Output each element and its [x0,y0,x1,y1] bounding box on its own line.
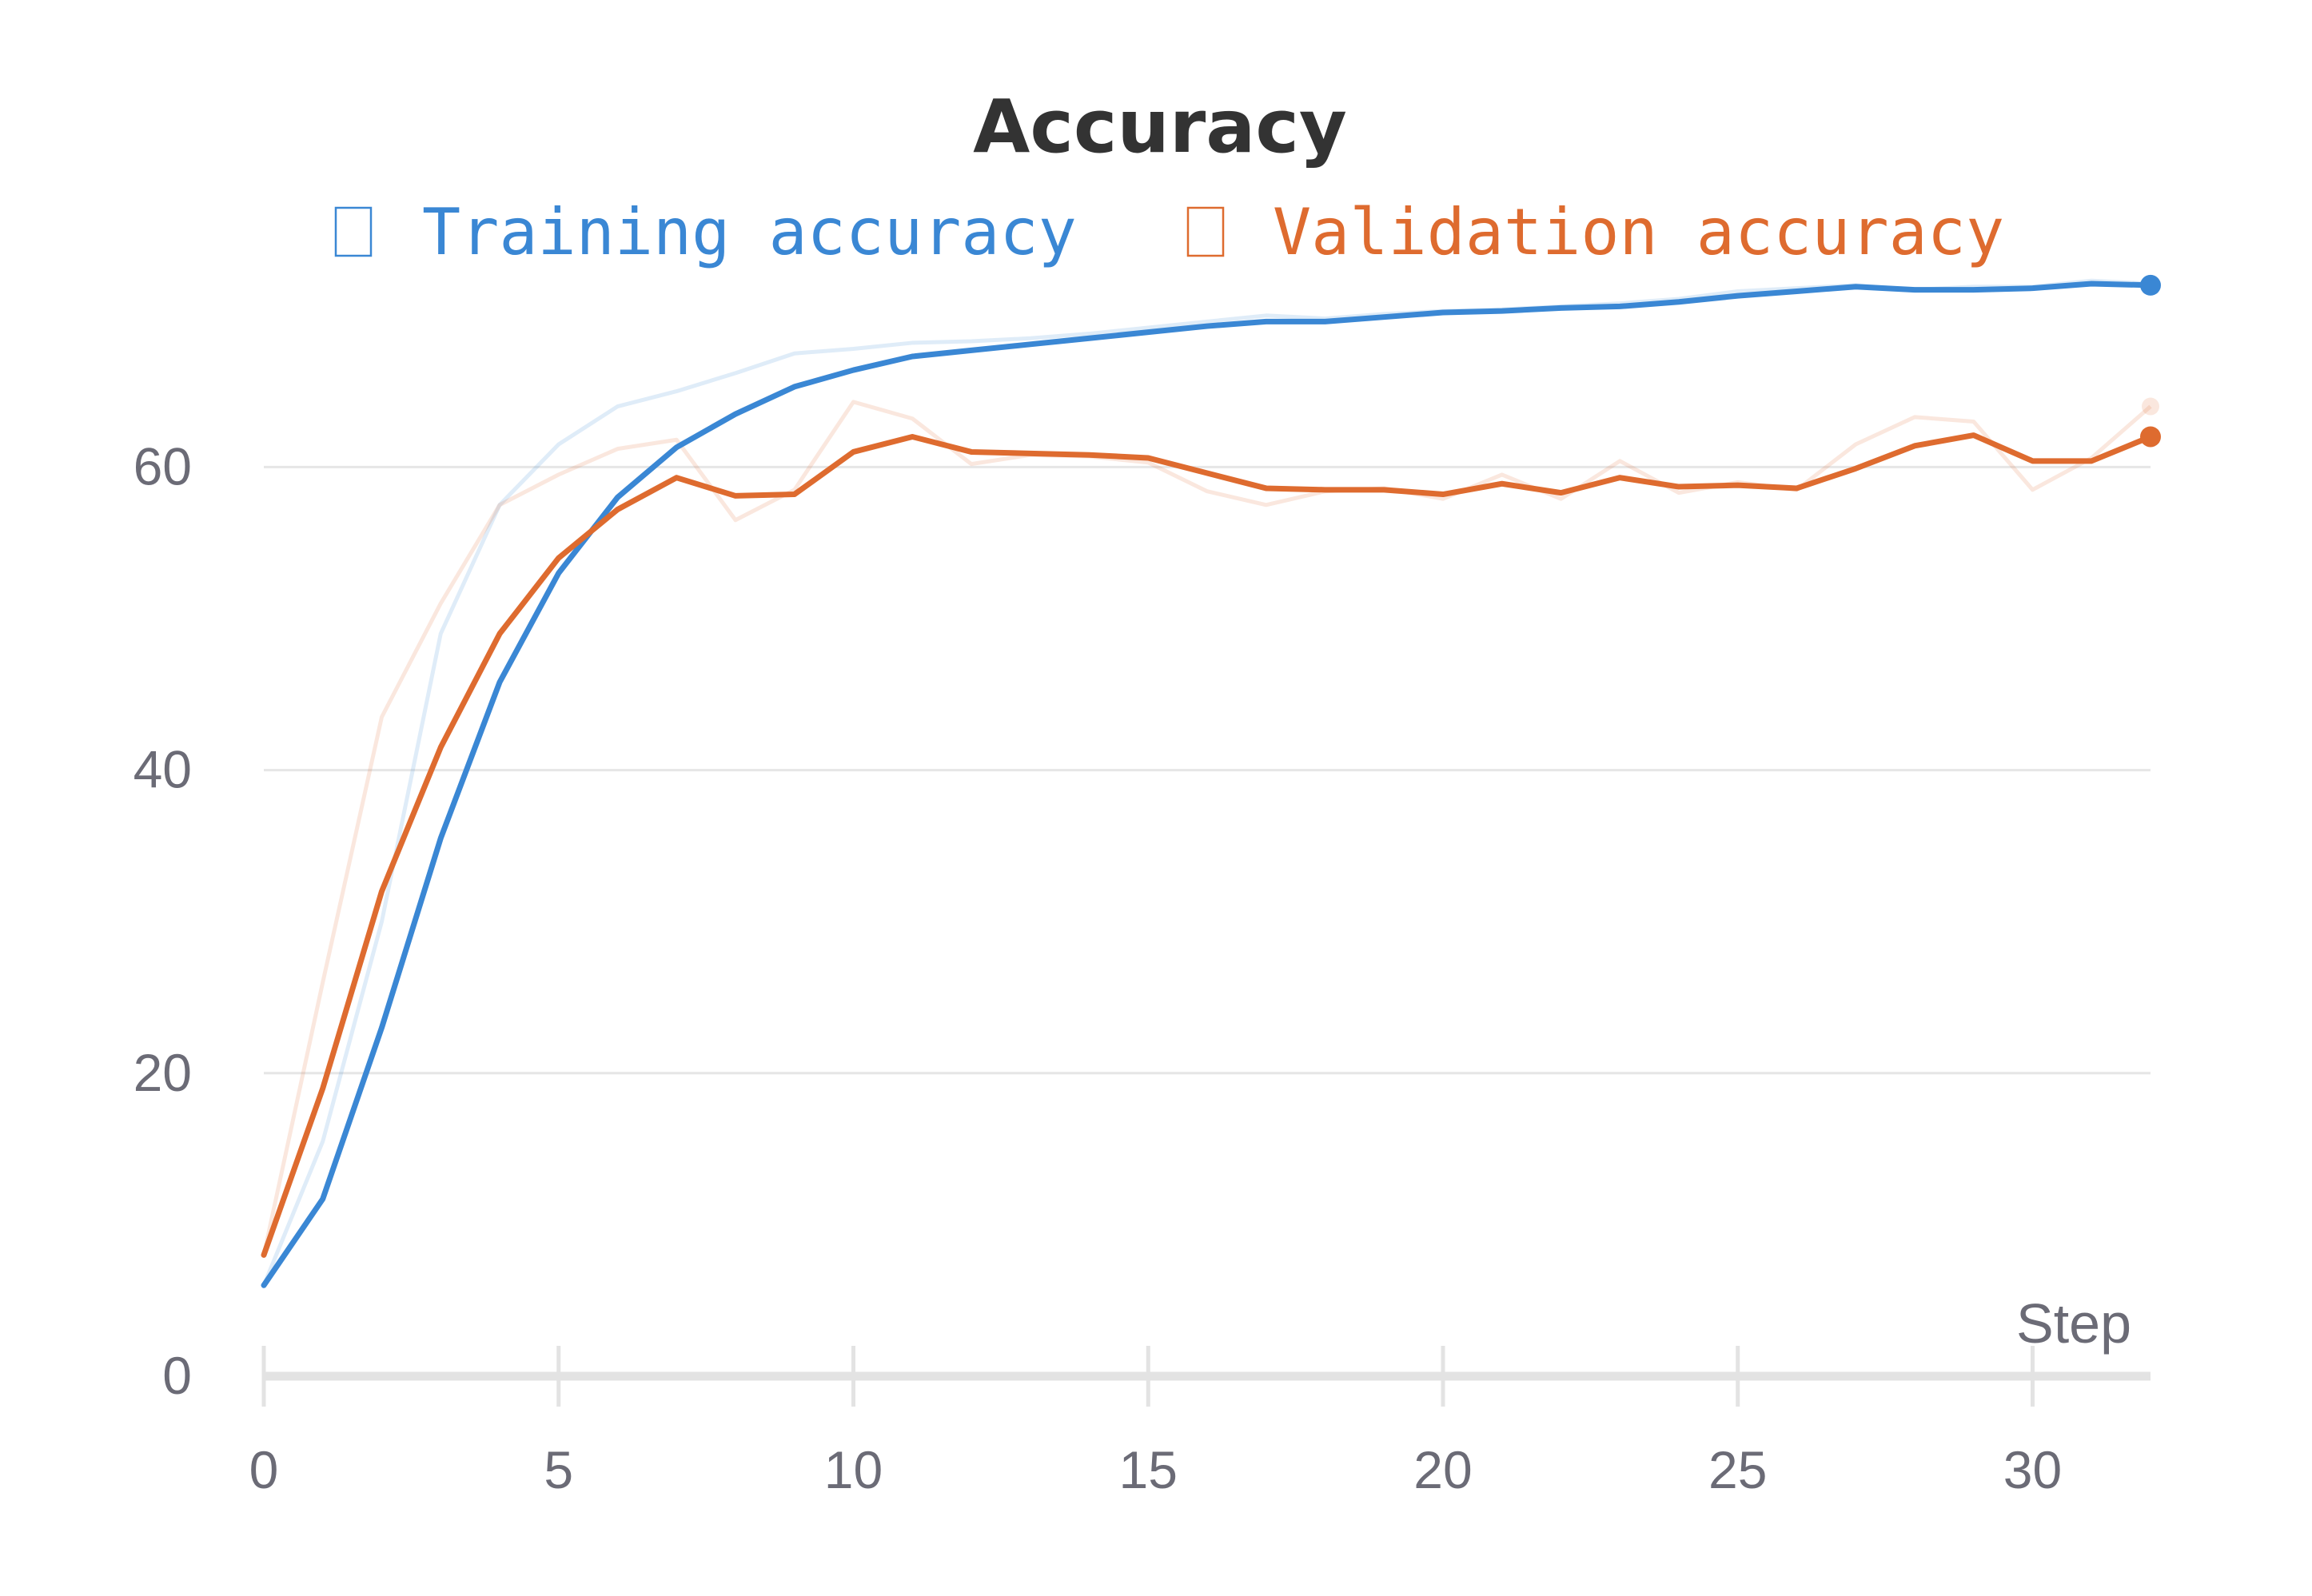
y-tick-label-0: 0 [162,1346,192,1405]
raw-line-validation-accuracy [261,400,2152,1256]
legend-item-validation[interactable]: Validation accuracy [1186,195,2004,269]
grid-lines [264,465,2151,1075]
legend-label-validation: Validation accuracy [1273,195,2004,269]
x-axis-label: Step [2016,1292,2131,1355]
legend-label-training: Training accuracy [422,195,1077,269]
y-tick-label-40: 40 [134,740,192,799]
smoothed-series-lines [261,281,2154,1288]
raw-line-training-accuracy [261,278,2151,1287]
series-end-markers [2140,274,2161,448]
x-tick-label-20: 20 [1413,1440,1472,1499]
legend-swatch-training [334,206,373,257]
end-marker-validation-accuracy[interactable] [2140,426,2161,448]
x-tick-label-15: 15 [1119,1440,1178,1499]
x-tick-label-5: 5 [544,1440,573,1499]
end-marker-training-accuracy[interactable] [2140,274,2161,296]
axes: 0 20 40 60 0 5 10 15 20 25 30 [134,436,2151,1499]
line-validation-accuracy [261,432,2154,1258]
legend: Training accuracy Validation accuracy [334,195,2004,269]
line-training-accuracy [261,281,2154,1288]
raw-series-lines [261,278,2152,1287]
y-tick-label-20: 20 [134,1043,192,1102]
chart-title: Accuracy [973,84,1347,169]
raw-end-marker-validation-accuracy [2142,397,2159,416]
y-tick-label-60: 60 [134,436,192,496]
x-tick-label-0: 0 [249,1440,279,1499]
x-tick-label-30: 30 [2003,1440,2062,1499]
x-tick-label-25: 25 [1708,1440,1767,1499]
x-tick-label-10: 10 [824,1440,883,1499]
legend-swatch-validation [1186,206,1225,257]
legend-item-training[interactable]: Training accuracy [334,195,1077,269]
